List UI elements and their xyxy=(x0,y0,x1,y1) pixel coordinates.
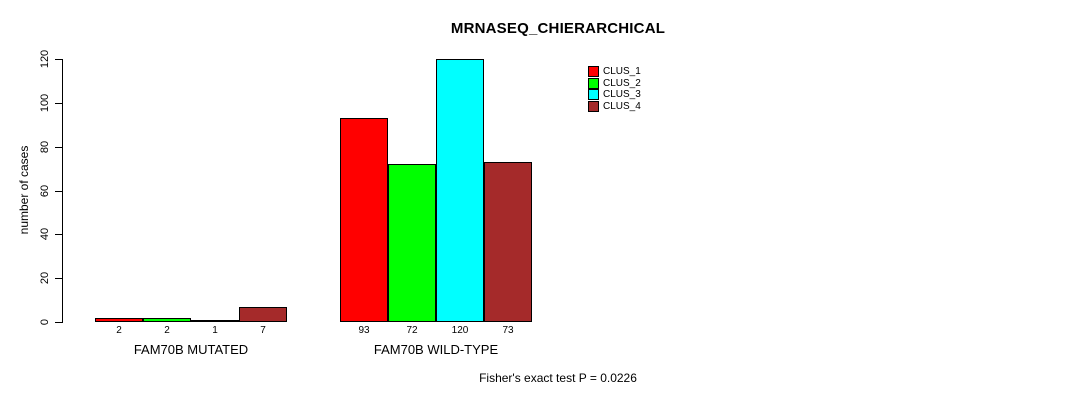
y-tick-label: 0 xyxy=(39,318,51,326)
legend-label-clus_2: CLUS_2 xyxy=(603,78,641,89)
bar-clus_1-fam70b-wild-type xyxy=(340,118,388,322)
bar-value-label: 120 xyxy=(451,325,469,336)
y-axis-line xyxy=(62,59,63,323)
y-tick-label: 40 xyxy=(39,227,51,241)
bar-value-label: 72 xyxy=(406,325,418,336)
y-tick-label: 20 xyxy=(39,271,51,285)
bar-clus_3-fam70b-wild-type xyxy=(436,59,484,322)
chart-title: MRNASEQ_CHIERARCHICAL xyxy=(450,20,666,37)
y-tick xyxy=(55,191,62,192)
bar-value-label: 7 xyxy=(260,325,266,336)
y-tick xyxy=(55,59,62,60)
bar-clus_4-fam70b-mutated xyxy=(239,307,287,322)
x-group-label: FAM70B MUTATED xyxy=(133,342,249,357)
bar-clus_1-fam70b-mutated xyxy=(95,318,143,322)
y-tick-label: 80 xyxy=(39,140,51,154)
bar-value-label: 73 xyxy=(502,325,514,336)
legend-swatch-clus_1 xyxy=(588,66,599,77)
y-tick xyxy=(55,322,62,323)
y-tick xyxy=(55,234,62,235)
bar-clus_2-fam70b-wild-type xyxy=(388,164,436,322)
y-tick xyxy=(55,147,62,148)
legend-swatch-clus_2 xyxy=(588,78,599,89)
legend-swatch-clus_3 xyxy=(588,89,599,100)
bar-value-label: 1 xyxy=(212,325,218,336)
bar-value-label: 2 xyxy=(116,325,122,336)
bar-value-label: 93 xyxy=(358,325,370,336)
fisher-test-footnote: Fisher's exact test P = 0.0226 xyxy=(479,371,637,385)
legend-swatch-clus_4 xyxy=(588,101,599,112)
y-tick xyxy=(55,103,62,104)
legend-label-clus_3: CLUS_3 xyxy=(603,89,641,100)
bar-value-label: 2 xyxy=(164,325,170,336)
legend-label-clus_4: CLUS_4 xyxy=(603,101,641,112)
x-group-label: FAM70B WILD-TYPE xyxy=(373,342,499,357)
bar-clus_4-fam70b-wild-type xyxy=(484,162,532,322)
bar-clus_2-fam70b-mutated xyxy=(143,318,191,322)
y-axis-label: number of cases xyxy=(17,145,31,235)
y-tick-label: 120 xyxy=(39,49,51,69)
y-tick-label: 100 xyxy=(39,93,51,113)
y-tick-label: 60 xyxy=(39,184,51,198)
bar-clus_3-fam70b-mutated xyxy=(191,320,239,322)
y-tick xyxy=(55,278,62,279)
legend-label-clus_1: CLUS_1 xyxy=(603,66,641,77)
